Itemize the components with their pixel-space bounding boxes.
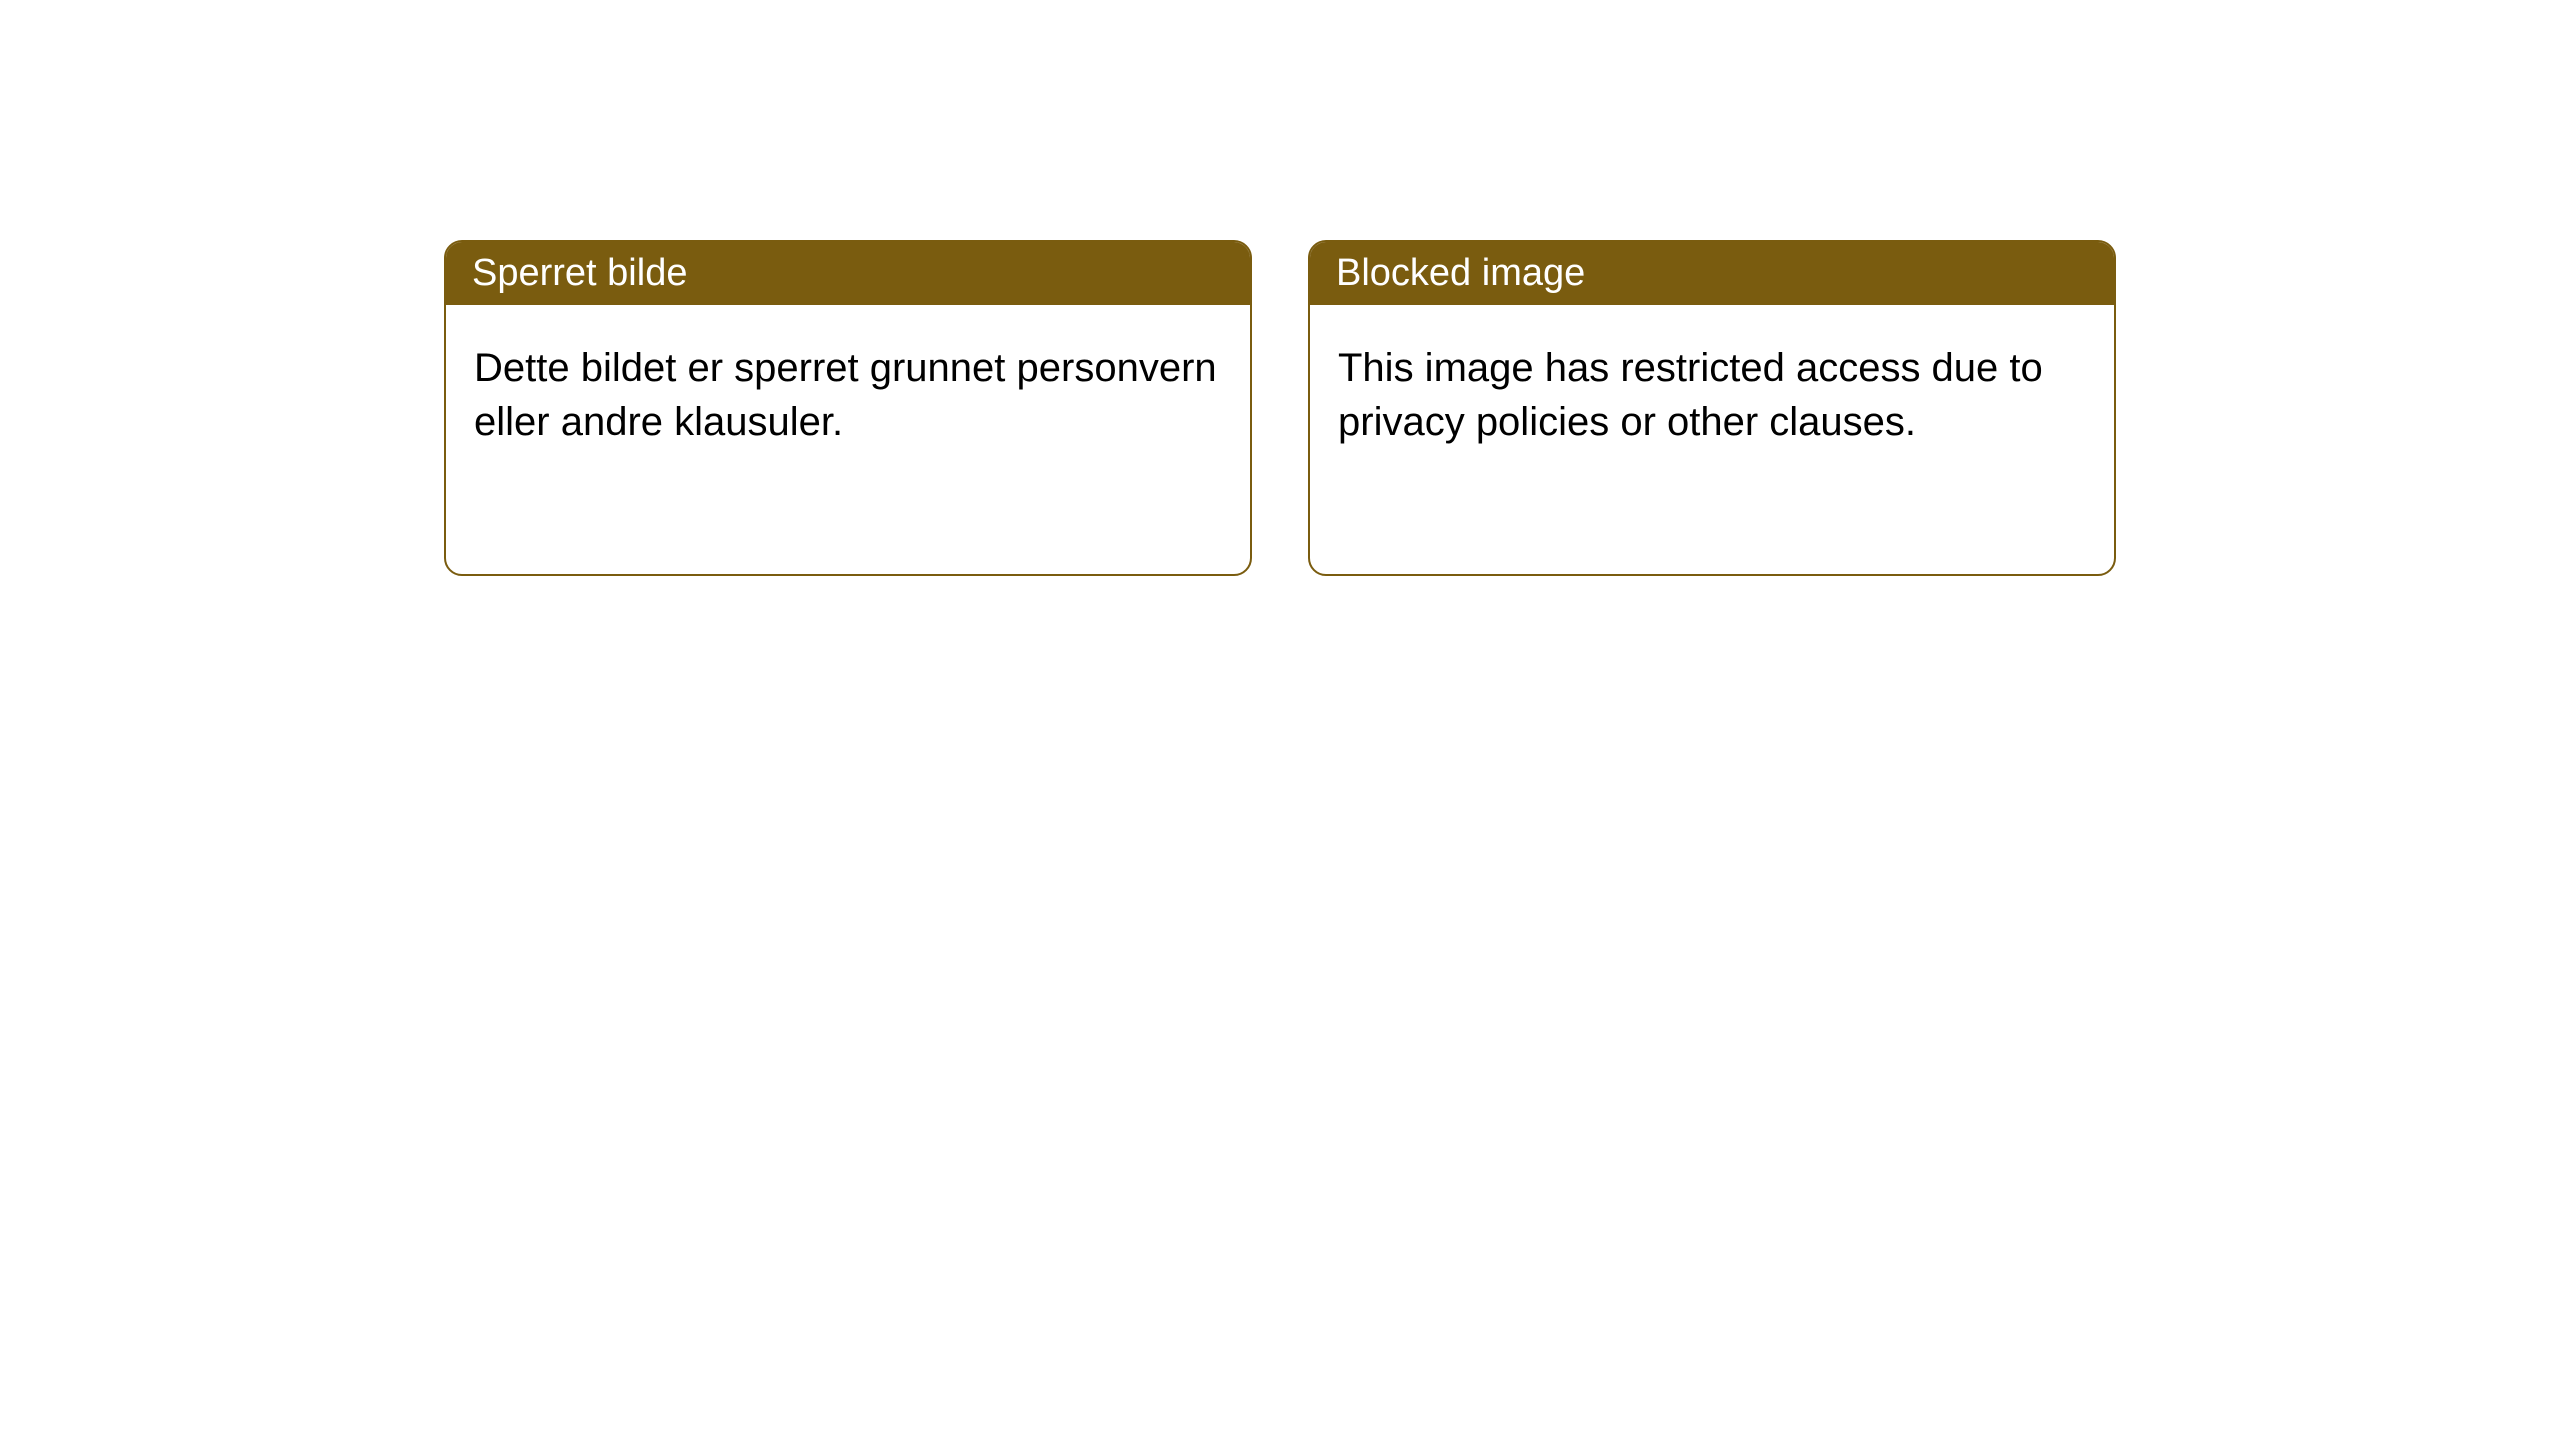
notice-card-norwegian: Sperret bilde Dette bildet er sperret gr…	[444, 240, 1252, 576]
notice-container: Sperret bilde Dette bildet er sperret gr…	[0, 0, 2560, 576]
card-header-english: Blocked image	[1310, 242, 2114, 305]
card-header-norwegian: Sperret bilde	[446, 242, 1250, 305]
notice-card-english: Blocked image This image has restricted …	[1308, 240, 2116, 576]
card-body-english: This image has restricted access due to …	[1310, 305, 2114, 485]
card-body-norwegian: Dette bildet er sperret grunnet personve…	[446, 305, 1250, 485]
